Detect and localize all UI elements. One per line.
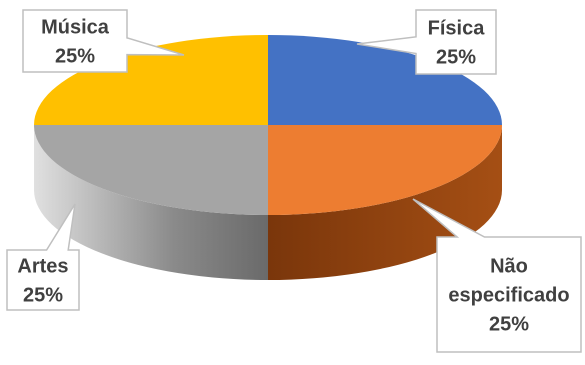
data-label-nao-especificado: Não especificado 25%: [412, 198, 582, 353]
callout-line: 25%: [436, 47, 476, 69]
slice-artes[interactable]: [34, 125, 268, 215]
callout-line: Artes: [17, 256, 68, 278]
slice-fisica[interactable]: [268, 35, 502, 125]
callout-box: [6, 203, 80, 311]
callouts-layer: Física25%Nãoespecificado25%Artes25%Músic…: [6, 9, 582, 353]
data-label-musica: Música 25%: [22, 9, 185, 73]
slice-nao-especificado[interactable]: [268, 125, 502, 215]
callout-line: especificado: [448, 285, 569, 307]
data-label-fisica: Física 25%: [356, 9, 497, 75]
slice-musica[interactable]: [34, 35, 268, 125]
callout-line: Física: [428, 18, 486, 40]
callout-box: [22, 9, 185, 73]
callout-box: [356, 9, 497, 75]
callout-line: 25%: [55, 46, 95, 68]
slice-side-artes: [34, 125, 268, 280]
callout-line: 25%: [23, 285, 63, 307]
callout-line: Não: [490, 256, 528, 278]
callout-line: 25%: [489, 314, 529, 336]
slices-layer: [34, 35, 502, 280]
callout-box: [412, 198, 582, 353]
callout-line: Música: [41, 17, 110, 39]
data-label-artes: Artes 25%: [6, 203, 80, 311]
